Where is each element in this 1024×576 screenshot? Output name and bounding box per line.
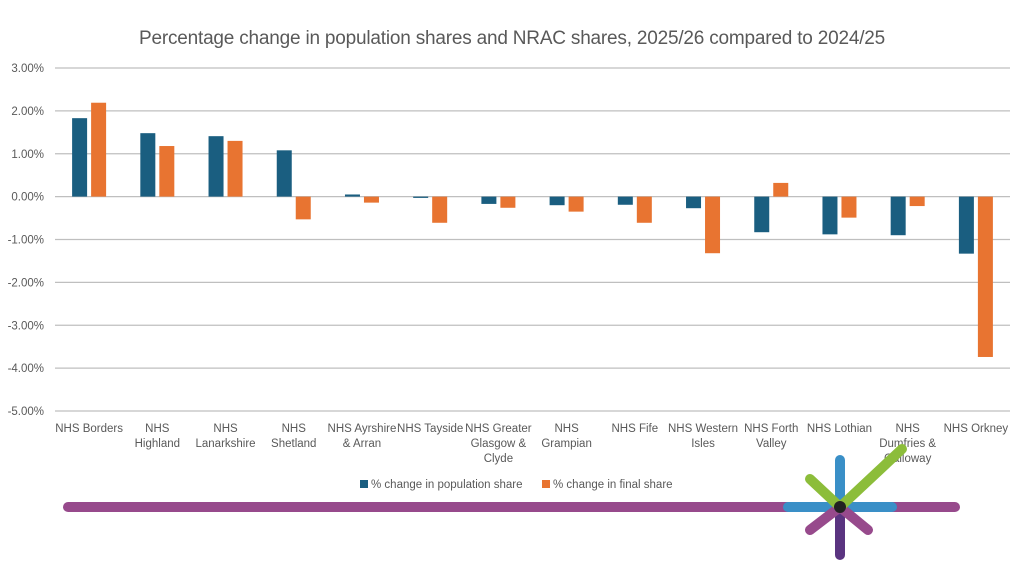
bar-population-share (140, 133, 156, 197)
bar-population-share (617, 196, 633, 205)
category-label: NHS Western Isles (668, 423, 738, 450)
bar-population-share (413, 196, 429, 198)
bar-population-share (958, 196, 974, 254)
bar-population-share (822, 196, 838, 235)
bar-population-share (344, 194, 360, 197)
y-tick-label: -2.00% (8, 277, 44, 289)
category-label: NHS Tayside (397, 423, 463, 435)
star-center (834, 501, 846, 513)
x-axis-categories: NHS Borders NHS Highland NHS Lanarkshire NHS S… (55, 423, 1008, 465)
legend-label: % change in population share (371, 479, 523, 491)
star-upper-left-arm (805, 474, 845, 512)
y-tick-label: -5.00% (8, 406, 44, 418)
y-axis-ticks: 3.00% 2.00% 1.00% 0.00% -1.00% -2.00% -3.00% -4… (8, 63, 44, 418)
category-label: NHS Borders (55, 423, 123, 435)
decorative-logo (63, 444, 960, 560)
category-label: NHS Lothian (807, 423, 872, 435)
bar-population-share (72, 118, 88, 197)
bar-population-share (276, 150, 292, 197)
legend-swatch (542, 480, 550, 488)
category-label: NHS Highland (135, 423, 180, 450)
chart-title: Percentage change in population shares a… (138, 28, 886, 49)
star-lower-right-arm (835, 502, 873, 535)
category-label: NHS Fife (611, 423, 658, 435)
category-label: NHS Lanarkshire (195, 423, 255, 450)
category-label: NHS Shetland (271, 423, 316, 450)
bar-final-share (363, 196, 379, 203)
bar-final-share (159, 146, 175, 197)
category-label: NHS Grampian (541, 423, 592, 450)
bar-final-share (295, 196, 311, 220)
bar-population-share (549, 196, 565, 206)
bar-final-share (432, 196, 448, 223)
bar-final-share (636, 196, 652, 223)
category-label: NHS Greater Glasgow & Clyde (465, 423, 532, 465)
bar-final-share (909, 196, 925, 207)
legend-swatch (360, 480, 368, 488)
bar-population-share (686, 196, 702, 209)
category-label: NHS Ayrshire & Arran (328, 423, 397, 450)
bar-final-share (773, 182, 789, 197)
y-tick-label: 1.00% (11, 149, 44, 161)
bar-population-share (481, 196, 497, 204)
bar-final-share (227, 140, 243, 197)
y-tick-label: 0.00% (11, 192, 44, 204)
star-lower-left-arm (805, 502, 845, 535)
gridlines (55, 67, 1010, 412)
bar-final-share (705, 196, 721, 254)
y-tick-label: -4.00% (8, 363, 44, 375)
legend-label: % change in final share (553, 479, 673, 491)
bars (72, 102, 993, 357)
category-label: NHS Forth Valley (744, 423, 798, 450)
y-tick-label: -1.00% (8, 235, 44, 247)
bar-final-share (91, 102, 107, 197)
bar-final-share (977, 196, 993, 357)
y-tick-label: 3.00% (11, 63, 44, 75)
category-label: NHS Orkney (944, 423, 1009, 435)
bar-population-share (890, 196, 906, 236)
y-tick-label: 2.00% (11, 106, 44, 118)
star-upper-right-arm (835, 444, 907, 512)
bar-final-share (568, 196, 584, 212)
bar-population-share (754, 196, 770, 233)
y-tick-label: -3.00% (8, 320, 44, 332)
bar-final-share (500, 196, 516, 208)
bar-final-share (841, 196, 857, 218)
legend: % change in population share % change in … (360, 479, 673, 491)
bar-population-share (208, 136, 224, 197)
